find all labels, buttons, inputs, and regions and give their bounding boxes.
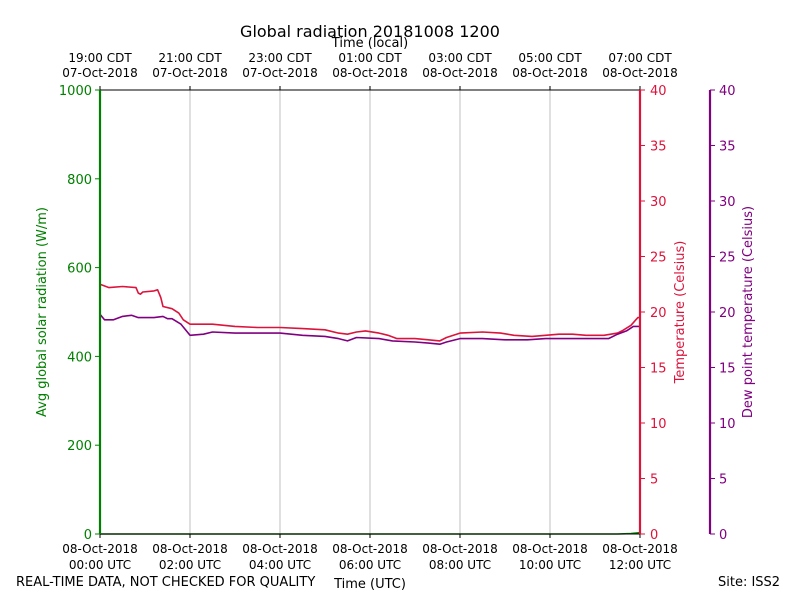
x-tick-label-top: 08-Oct-2018 [602, 66, 678, 80]
y-tick-label-temperature: 15 [650, 362, 667, 377]
x-top-axis-label: Time (local) [331, 36, 408, 51]
y-tick-label-dewpoint: 5 [719, 473, 727, 488]
chart-text: 08-Oct-2018 00:00 UTC 08-Oct-2018 02:00 UTC… [35, 22, 756, 592]
axes [95, 86, 715, 538]
y-left-axis-label: Avg global solar radiation (W/m) [35, 207, 50, 417]
y-tick-label-dewpoint: 25 [719, 251, 736, 266]
y-tick-label-left: 200 [67, 439, 92, 454]
y-tick-label-temperature: 35 [650, 140, 667, 155]
x-tick-label-bottom: 12:00 UTC [609, 558, 671, 572]
y-tick-label-dewpoint: 40 [719, 84, 736, 99]
y-tick-label-dewpoint: 10 [719, 417, 736, 432]
x-tick-label-bottom: 08-Oct-2018 [242, 542, 318, 556]
y-tick-label-dewpoint: 35 [719, 140, 736, 155]
x-tick-label-bottom: 08:00 UTC [429, 558, 491, 572]
y-tick-label-temperature: 30 [650, 195, 667, 210]
x-tick-label-top: 21:00 CDT [158, 51, 222, 65]
x-tick-label-top: 07-Oct-2018 [62, 66, 138, 80]
y-tick-label-temperature: 20 [650, 306, 667, 321]
y-tick-label-dewpoint: 30 [719, 195, 736, 210]
x-tick-label-bottom: 06:00 UTC [339, 558, 401, 572]
y-tick-label-temperature: 25 [650, 251, 667, 266]
x-tick-label-top: 07-Oct-2018 [242, 66, 318, 80]
x-tick-label-top: 08-Oct-2018 [332, 66, 408, 80]
temperature-axis-label: Temperature (Celsius) [673, 241, 688, 385]
site-label: Site: ISS2 [718, 575, 781, 590]
x-tick-label-top: 07-Oct-2018 [152, 66, 228, 80]
y-tick-label-dewpoint: 0 [719, 528, 727, 543]
chart-title: Global radiation 20181008 1200 [240, 22, 500, 41]
y-tick-label-dewpoint: 20 [719, 306, 736, 321]
x-tick-label-top: 01:00 CDT [338, 51, 402, 65]
x-tick-label-bottom: 08-Oct-2018 [332, 542, 408, 556]
series-line-y_right1 [99, 283, 640, 342]
y-tick-label-temperature: 40 [650, 84, 667, 99]
x-tick-label-bottom: 08-Oct-2018 [62, 542, 138, 556]
y-tick-label-left: 800 [67, 173, 92, 188]
y-tick-label-left: 1000 [59, 84, 92, 99]
x-tick-label-top: 05:00 CDT [518, 51, 582, 65]
y-tick-label-left: 0 [84, 528, 92, 543]
x-tick-label-top: 03:00 CDT [428, 51, 492, 65]
x-tick-label-bottom: 04:00 UTC [249, 558, 311, 572]
x-tick-label-top: 08-Oct-2018 [512, 66, 588, 80]
x-tick-label-bottom: 02:00 UTC [159, 558, 221, 572]
y-tick-label-dewpoint: 15 [719, 362, 736, 377]
series-line-y_right2 [99, 313, 640, 345]
x-tick-label-bottom: 08-Oct-2018 [602, 542, 678, 556]
grid-lines [189, 90, 551, 534]
y-tick-label-temperature: 10 [650, 417, 667, 432]
x-tick-label-top: 19:00 CDT [68, 51, 132, 65]
x-bottom-axis-label: Time (UTC) [333, 577, 406, 592]
y-tick-label-left: 600 [67, 262, 92, 277]
y-tick-label-temperature: 0 [650, 528, 658, 543]
dewpoint-axis-label: Dew point temperature (Celsius) [741, 206, 756, 418]
x-tick-label-bottom: 08-Oct-2018 [152, 542, 228, 556]
x-tick-label-bottom: 00:00 UTC [69, 558, 131, 572]
quality-note: REAL-TIME DATA, NOT CHECKED FOR QUALITY [16, 575, 316, 590]
x-tick-label-bottom: 10:00 UTC [519, 558, 581, 572]
x-tick-label-bottom: 08-Oct-2018 [422, 542, 498, 556]
y-tick-label-left: 400 [67, 350, 92, 365]
y-tick-label-temperature: 5 [650, 473, 658, 488]
x-tick-label-top: 07:00 CDT [608, 51, 672, 65]
x-tick-label-top: 23:00 CDT [248, 51, 312, 65]
x-tick-label-bottom: 08-Oct-2018 [512, 542, 588, 556]
x-tick-label-top: 08-Oct-2018 [422, 66, 498, 80]
